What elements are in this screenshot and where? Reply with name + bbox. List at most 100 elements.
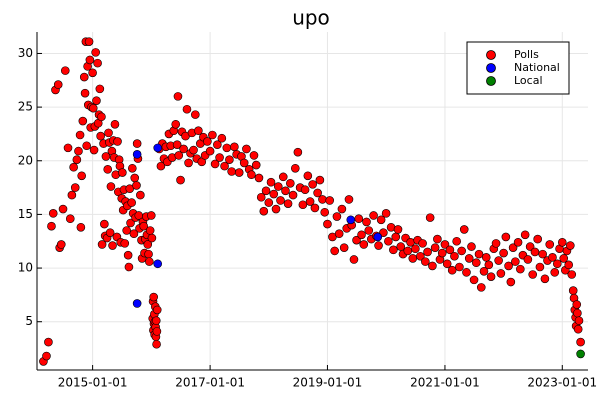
legend-marker-local xyxy=(486,76,496,86)
point-polls xyxy=(58,204,68,214)
point-polls xyxy=(442,259,452,269)
x-tick-label: 2023-01-01 xyxy=(527,376,597,390)
point-polls xyxy=(222,143,232,153)
point-polls xyxy=(278,172,288,182)
point-polls xyxy=(251,160,261,170)
point-polls xyxy=(97,240,107,249)
legend-marker-national xyxy=(486,63,496,73)
point-polls xyxy=(564,260,574,270)
point-polls xyxy=(548,253,557,262)
point-polls xyxy=(139,221,149,231)
point-polls xyxy=(315,175,325,185)
point-polls xyxy=(433,234,442,244)
point-polls xyxy=(568,286,578,295)
point-polls xyxy=(76,222,86,232)
point-polls xyxy=(530,247,540,257)
point-polls xyxy=(574,316,584,325)
x-tick-label: 2017-01-01 xyxy=(175,376,245,390)
point-polls xyxy=(97,112,106,122)
point-polls xyxy=(357,230,366,240)
point-polls xyxy=(266,177,276,187)
point-polls xyxy=(152,339,161,349)
point-polls xyxy=(106,182,116,191)
point-polls xyxy=(334,229,344,239)
point-national xyxy=(373,232,383,242)
point-polls xyxy=(552,259,562,269)
point-polls xyxy=(225,155,234,164)
point-polls xyxy=(269,189,279,199)
point-polls xyxy=(176,175,185,185)
point-polls xyxy=(271,204,281,214)
point-polls xyxy=(77,171,86,181)
point-polls xyxy=(349,255,359,264)
point-polls xyxy=(118,168,127,177)
point-polls xyxy=(105,228,115,237)
point-polls xyxy=(129,229,139,239)
point-polls xyxy=(467,242,476,251)
point-polls xyxy=(264,198,274,207)
point-polls xyxy=(256,192,266,202)
point-polls xyxy=(474,249,484,259)
point-polls xyxy=(318,195,327,204)
point-polls xyxy=(576,337,585,347)
point-polls xyxy=(445,245,455,255)
point-polls xyxy=(124,262,134,272)
point-polls xyxy=(506,277,516,287)
point-polls xyxy=(376,215,386,225)
point-polls xyxy=(174,151,184,160)
point-national xyxy=(132,299,142,308)
point-polls xyxy=(205,146,215,156)
point-polls xyxy=(242,144,251,154)
point-polls xyxy=(276,196,285,205)
point-polls xyxy=(393,225,403,234)
point-polls xyxy=(126,218,135,228)
point-polls xyxy=(110,119,120,129)
point-polls xyxy=(283,199,293,208)
point-polls xyxy=(69,162,78,172)
point-polls xyxy=(91,48,100,57)
point-polls xyxy=(227,167,236,176)
point-polls xyxy=(128,163,137,173)
point-polls xyxy=(499,248,508,258)
point-polls xyxy=(403,246,413,256)
point-polls xyxy=(147,233,157,243)
point-polls xyxy=(344,195,354,204)
point-polls xyxy=(516,264,525,274)
point-polls xyxy=(179,144,188,154)
point-polls xyxy=(523,255,533,264)
point-polls xyxy=(172,140,182,149)
point-polls xyxy=(416,251,425,261)
point-polls xyxy=(146,211,156,220)
point-polls xyxy=(504,261,513,271)
point-polls xyxy=(286,178,295,188)
point-national xyxy=(153,259,163,269)
point-polls xyxy=(486,272,496,281)
y-tick-label: 20 xyxy=(18,153,33,167)
point-polls xyxy=(239,158,249,168)
point-polls xyxy=(430,243,440,252)
point-polls xyxy=(384,236,393,246)
axes: 5 10 15 20 25 30 2015-01-01 2017-01-01 2019-01-0… xyxy=(18,32,597,390)
point-polls xyxy=(511,257,520,266)
point-polls xyxy=(396,242,406,251)
point-polls xyxy=(494,256,503,265)
legend-marker-polls xyxy=(486,50,496,60)
point-polls xyxy=(459,225,469,234)
point-polls xyxy=(72,155,82,164)
point-polls xyxy=(573,308,582,318)
point-polls xyxy=(476,283,486,292)
point-polls xyxy=(437,248,447,258)
point-polls xyxy=(325,196,334,205)
y-tick-label: 5 xyxy=(25,314,33,328)
point-polls xyxy=(566,241,575,250)
point-polls xyxy=(469,275,479,285)
y-tick-label: 10 xyxy=(18,261,33,275)
point-polls xyxy=(96,131,105,141)
point-polls xyxy=(323,219,332,229)
point-polls xyxy=(145,257,154,266)
point-polls xyxy=(149,292,158,302)
point-polls xyxy=(330,246,339,256)
point-polls xyxy=(559,254,569,263)
point-polls xyxy=(418,239,427,248)
point-polls xyxy=(189,145,198,155)
